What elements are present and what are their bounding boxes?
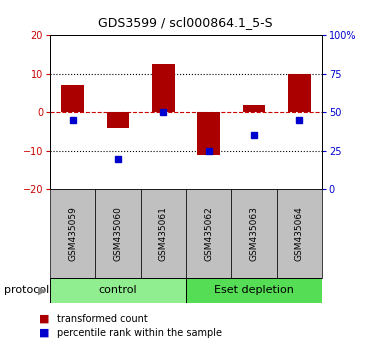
Bar bbox=[243, 105, 265, 113]
Bar bbox=[61, 85, 84, 113]
Bar bbox=[197, 113, 220, 155]
Bar bbox=[288, 74, 310, 113]
Text: GSM435064: GSM435064 bbox=[295, 206, 304, 261]
Bar bbox=[186, 278, 322, 303]
Text: protocol: protocol bbox=[4, 285, 49, 295]
Bar bbox=[95, 189, 141, 278]
Text: GSM435059: GSM435059 bbox=[68, 206, 77, 261]
Text: percentile rank within the sample: percentile rank within the sample bbox=[57, 328, 222, 338]
Text: ■: ■ bbox=[39, 314, 50, 324]
Bar bbox=[107, 113, 129, 128]
Text: GSM435060: GSM435060 bbox=[114, 206, 122, 261]
Bar bbox=[152, 64, 175, 113]
Bar bbox=[141, 189, 186, 278]
Bar bbox=[231, 189, 277, 278]
Text: GSM435063: GSM435063 bbox=[249, 206, 258, 261]
Text: transformed count: transformed count bbox=[57, 314, 148, 324]
Text: GSM435062: GSM435062 bbox=[204, 206, 213, 261]
Text: control: control bbox=[99, 285, 137, 295]
Bar bbox=[277, 189, 322, 278]
Text: ▶: ▶ bbox=[38, 285, 47, 295]
Text: GDS3599 / scl000864.1_5-S: GDS3599 / scl000864.1_5-S bbox=[98, 16, 272, 29]
Bar bbox=[50, 189, 95, 278]
Bar bbox=[186, 189, 231, 278]
Text: ■: ■ bbox=[39, 328, 50, 338]
Text: GSM435061: GSM435061 bbox=[159, 206, 168, 261]
Text: Eset depletion: Eset depletion bbox=[214, 285, 294, 295]
Bar bbox=[50, 278, 186, 303]
